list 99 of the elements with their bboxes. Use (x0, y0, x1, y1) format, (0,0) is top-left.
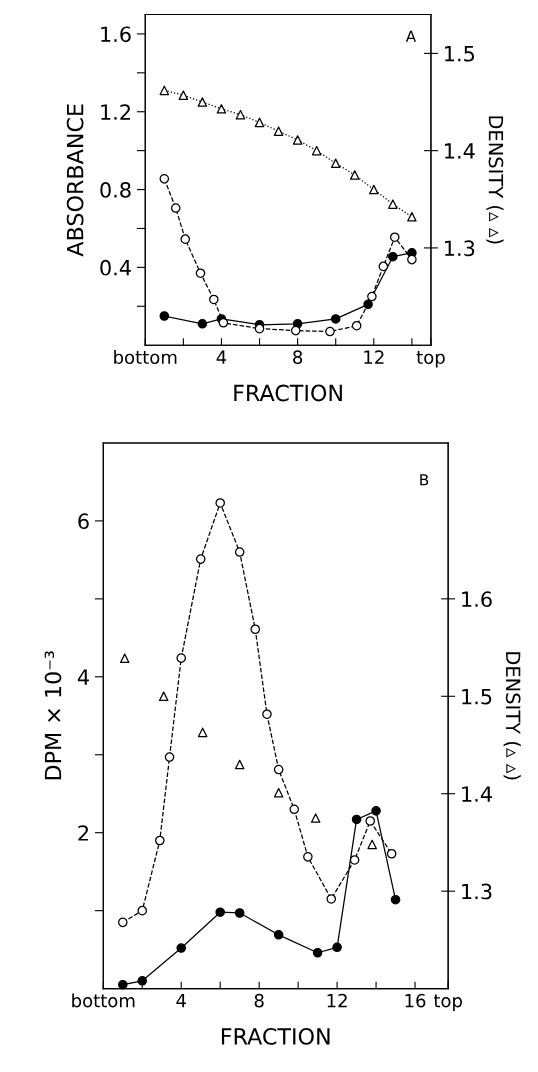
point (367, 839, 377, 850)
x-tick-label: 8 (254, 993, 264, 1008)
y-axis-title: DPM × 10⁻³ (44, 651, 62, 780)
point (273, 930, 284, 940)
point (312, 947, 323, 958)
point (137, 976, 148, 986)
point (349, 170, 360, 180)
point (254, 117, 265, 128)
y-tick-label: 0.4 (100, 259, 131, 276)
x-tick-label: top (416, 351, 445, 368)
point (325, 326, 335, 337)
point (195, 554, 206, 564)
x-tick-label: 12 (327, 993, 347, 1008)
y-tick-label: 0.8 (100, 182, 131, 198)
point (371, 806, 381, 816)
point (290, 325, 301, 336)
y2-tick-label: 1.4 (462, 786, 492, 802)
point (386, 848, 397, 859)
y-tick-label: 1.6 (101, 26, 131, 43)
y-axis-title: ABSORBANCE (66, 104, 84, 257)
point (170, 203, 181, 213)
point (117, 917, 128, 928)
point (197, 727, 208, 738)
point (390, 894, 401, 905)
y2-tick-label: 1.4 (445, 143, 475, 159)
point (195, 268, 206, 278)
point (273, 126, 284, 136)
point (363, 299, 373, 310)
point (209, 294, 219, 305)
y2-tick-label: 1.6 (462, 591, 492, 608)
point (159, 85, 170, 96)
point (273, 787, 284, 798)
point (180, 234, 191, 244)
y2-tick-label: 1.5 (445, 46, 475, 62)
point (176, 653, 187, 663)
point (117, 979, 128, 990)
point (378, 261, 389, 272)
point (218, 318, 229, 328)
point (235, 109, 246, 120)
point (365, 816, 376, 826)
point (330, 314, 341, 324)
y2-tick-label: 1.3 (462, 883, 492, 900)
point (310, 813, 321, 823)
point (215, 907, 225, 917)
y2-axis-title: DENSITY (▵ ▵) (486, 116, 504, 244)
point (369, 184, 379, 195)
point (388, 251, 398, 262)
point (250, 624, 261, 635)
point (178, 90, 189, 100)
x-tick-label: 16 (405, 993, 426, 1008)
point (197, 318, 208, 329)
x-tick-label: bottom (72, 993, 135, 1008)
point (234, 759, 245, 770)
y2-axis-title: DENSITY (▵ ▵) (503, 652, 521, 780)
x-tick-label: 8 (293, 350, 303, 365)
x-axis-title: FRACTION (221, 1027, 330, 1045)
point (292, 135, 303, 145)
point (159, 174, 170, 184)
point (407, 211, 417, 222)
y-tick-label: 4 (77, 669, 89, 685)
point (216, 104, 227, 114)
point (158, 691, 169, 702)
y2-tick-label: 1.5 (462, 689, 492, 705)
point (351, 320, 362, 331)
y-tick-label: 2 (78, 825, 89, 841)
point (234, 547, 245, 557)
point (234, 908, 245, 918)
point (367, 291, 377, 302)
y2-tick-label: 1.3 (445, 240, 475, 257)
point (326, 894, 337, 904)
point (311, 145, 322, 156)
point (215, 498, 225, 508)
x-tick-label: top (433, 994, 462, 1011)
point (262, 709, 272, 720)
point (197, 97, 208, 107)
y-tick-label: 6 (78, 513, 89, 530)
y-tick-label: 1.2 (101, 104, 130, 120)
point (389, 232, 400, 243)
x-tick-label: bottom (114, 350, 177, 365)
point (330, 158, 341, 169)
point (137, 905, 148, 916)
point (164, 752, 175, 762)
point (349, 855, 360, 865)
point (176, 943, 187, 953)
point (119, 653, 130, 664)
point (155, 835, 165, 846)
point (303, 852, 313, 862)
point (273, 764, 284, 775)
annotation: B (420, 474, 429, 486)
x-axis-title: FRACTION (234, 384, 342, 402)
point (332, 942, 342, 953)
x-tick-label: 4 (176, 994, 186, 1008)
annotation: A (405, 30, 417, 42)
point (289, 804, 300, 815)
x-tick-label: 12 (364, 350, 384, 364)
point (159, 311, 170, 321)
point (388, 199, 398, 209)
x-tick-label: 4 (216, 350, 227, 364)
point (351, 814, 362, 825)
